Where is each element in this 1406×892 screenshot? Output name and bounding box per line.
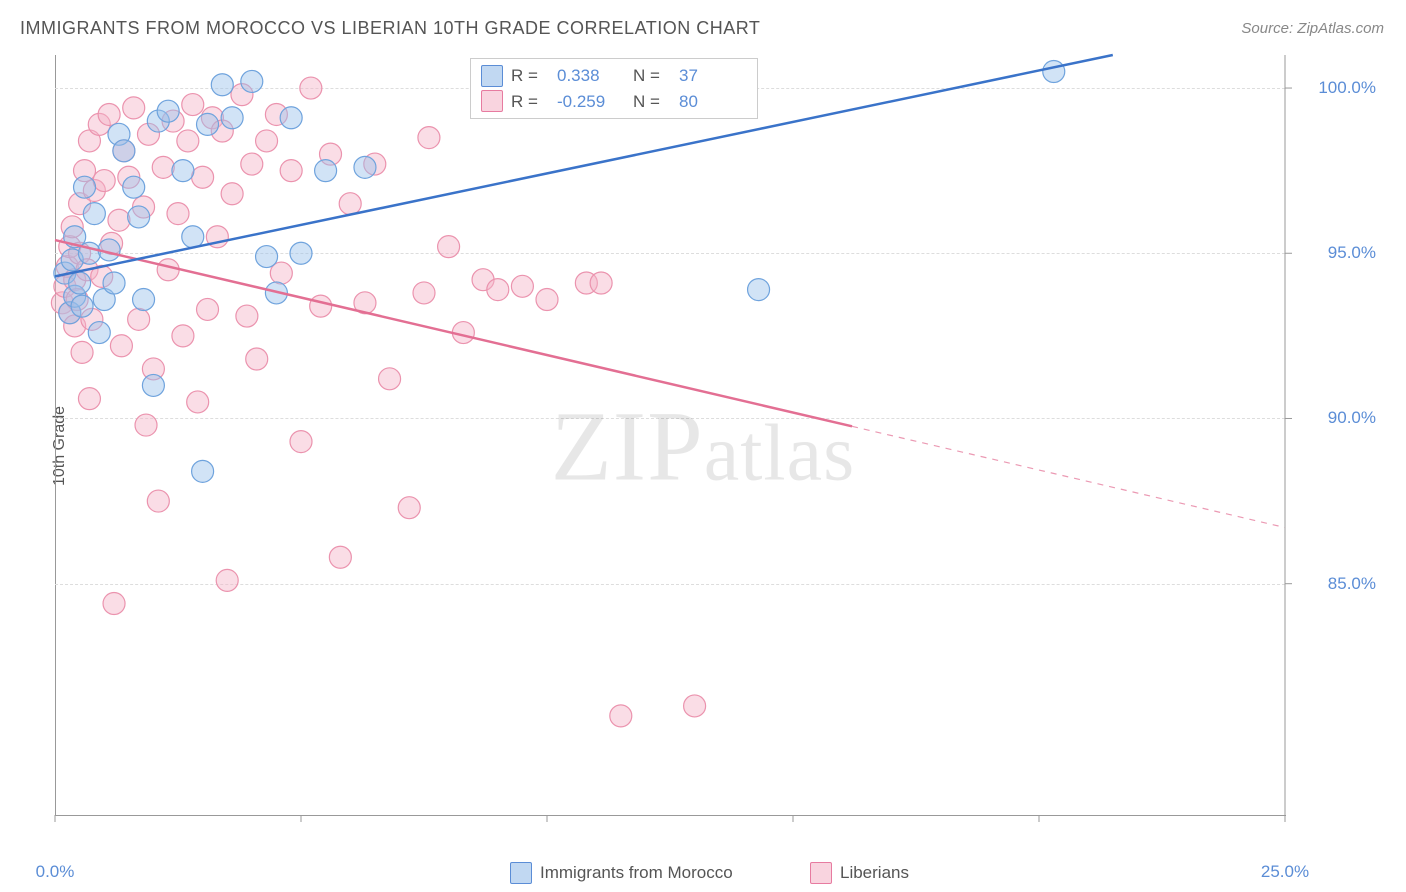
scatter-point — [280, 107, 302, 129]
chart-title: IMMIGRANTS FROM MOROCCO VS LIBERIAN 10TH… — [20, 18, 760, 39]
scatter-point — [123, 176, 145, 198]
scatter-point — [1043, 61, 1065, 83]
scatter-point — [197, 298, 219, 320]
legend-swatch-blue — [481, 65, 503, 87]
scatter-point — [172, 160, 194, 182]
scatter-point — [108, 209, 130, 231]
scatter-point — [187, 391, 209, 413]
scatter-point — [211, 74, 233, 96]
legend-n-value-pink: 80 — [679, 89, 747, 115]
legend-series-morocco: Immigrants from Morocco — [510, 862, 733, 884]
scatter-point — [167, 203, 189, 225]
scatter-point — [354, 156, 376, 178]
scatter-point — [172, 325, 194, 347]
scatter-point — [246, 348, 268, 370]
scatter-point — [236, 305, 258, 327]
scatter-point — [339, 193, 361, 215]
scatter-point — [182, 226, 204, 248]
scatter-point — [128, 308, 150, 330]
scatter-point — [83, 203, 105, 225]
scatter-point — [241, 70, 263, 92]
legend-r-value-pink: -0.259 — [557, 89, 625, 115]
legend-series-liberians: Liberians — [810, 862, 909, 884]
scatter-point — [256, 130, 278, 152]
scatter-point — [418, 127, 440, 149]
scatter-point — [438, 236, 460, 258]
scatter-point — [88, 322, 110, 344]
scatter-point — [280, 160, 302, 182]
legend-swatch-blue — [510, 862, 532, 884]
scatter-point — [123, 97, 145, 119]
scatter-point — [315, 160, 337, 182]
scatter-point — [610, 705, 632, 727]
legend-swatch-pink — [481, 90, 503, 112]
scatter-point — [157, 100, 179, 122]
scatter-point — [221, 107, 243, 129]
scatter-point — [216, 569, 238, 591]
scatter-point — [310, 295, 332, 317]
scatter-point — [133, 289, 155, 311]
legend-n-value-blue: 37 — [679, 63, 747, 89]
scatter-point — [329, 546, 351, 568]
y-tick-label: 85.0% — [1328, 574, 1376, 594]
source-name: ZipAtlas.com — [1297, 20, 1384, 37]
x-tick-label: 25.0% — [1261, 862, 1309, 882]
source-label: Source: — [1241, 20, 1297, 37]
scatter-point — [182, 94, 204, 116]
scatter-point — [135, 414, 157, 436]
scatter-point — [128, 206, 150, 228]
scatter-point — [590, 272, 612, 294]
legend-r-value-blue: 0.338 — [557, 63, 625, 89]
y-tick-label: 90.0% — [1328, 408, 1376, 428]
source-attribution: Source: ZipAtlas.com — [1241, 20, 1384, 37]
scatter-point — [290, 431, 312, 453]
scatter-point — [290, 242, 312, 264]
legend-n-label: N = — [633, 63, 671, 89]
scatter-point — [192, 166, 214, 188]
scatter-point — [684, 695, 706, 717]
scatter-point — [256, 246, 278, 268]
scatter-point — [413, 282, 435, 304]
legend-swatch-pink — [810, 862, 832, 884]
legend-n-label: N = — [633, 89, 671, 115]
scatter-point — [241, 153, 263, 175]
scatter-point — [71, 295, 93, 317]
scatter-point — [748, 279, 770, 301]
x-tick-label: 0.0% — [36, 862, 75, 882]
scatter-point — [93, 170, 115, 192]
scatter-point — [98, 103, 120, 125]
scatter-point — [147, 490, 169, 512]
scatter-point — [113, 140, 135, 162]
trend-line-dashed — [852, 426, 1285, 527]
scatter-point — [69, 272, 91, 294]
scatter-point — [536, 289, 558, 311]
y-tick-label: 100.0% — [1318, 78, 1376, 98]
legend-series-label: Liberians — [840, 863, 909, 883]
chart-svg — [55, 55, 1285, 815]
scatter-point — [197, 113, 219, 135]
scatter-point — [157, 259, 179, 281]
scatter-point — [300, 77, 322, 99]
legend-correlation-box: R = 0.338 N = 37 R = -0.259 N = 80 — [470, 58, 758, 119]
scatter-point — [511, 275, 533, 297]
scatter-point — [71, 341, 93, 363]
y-tick-label: 95.0% — [1328, 243, 1376, 263]
legend-r-label: R = — [511, 89, 549, 115]
scatter-point — [142, 374, 164, 396]
scatter-point — [487, 279, 509, 301]
scatter-point — [110, 335, 132, 357]
scatter-point — [379, 368, 401, 390]
legend-series-label: Immigrants from Morocco — [540, 863, 733, 883]
scatter-point — [177, 130, 199, 152]
scatter-point — [74, 176, 96, 198]
scatter-point — [192, 460, 214, 482]
legend-r-label: R = — [511, 63, 549, 89]
scatter-point — [78, 388, 100, 410]
scatter-point — [398, 497, 420, 519]
scatter-point — [103, 593, 125, 615]
scatter-point — [103, 272, 125, 294]
scatter-point — [221, 183, 243, 205]
scatter-point — [152, 156, 174, 178]
